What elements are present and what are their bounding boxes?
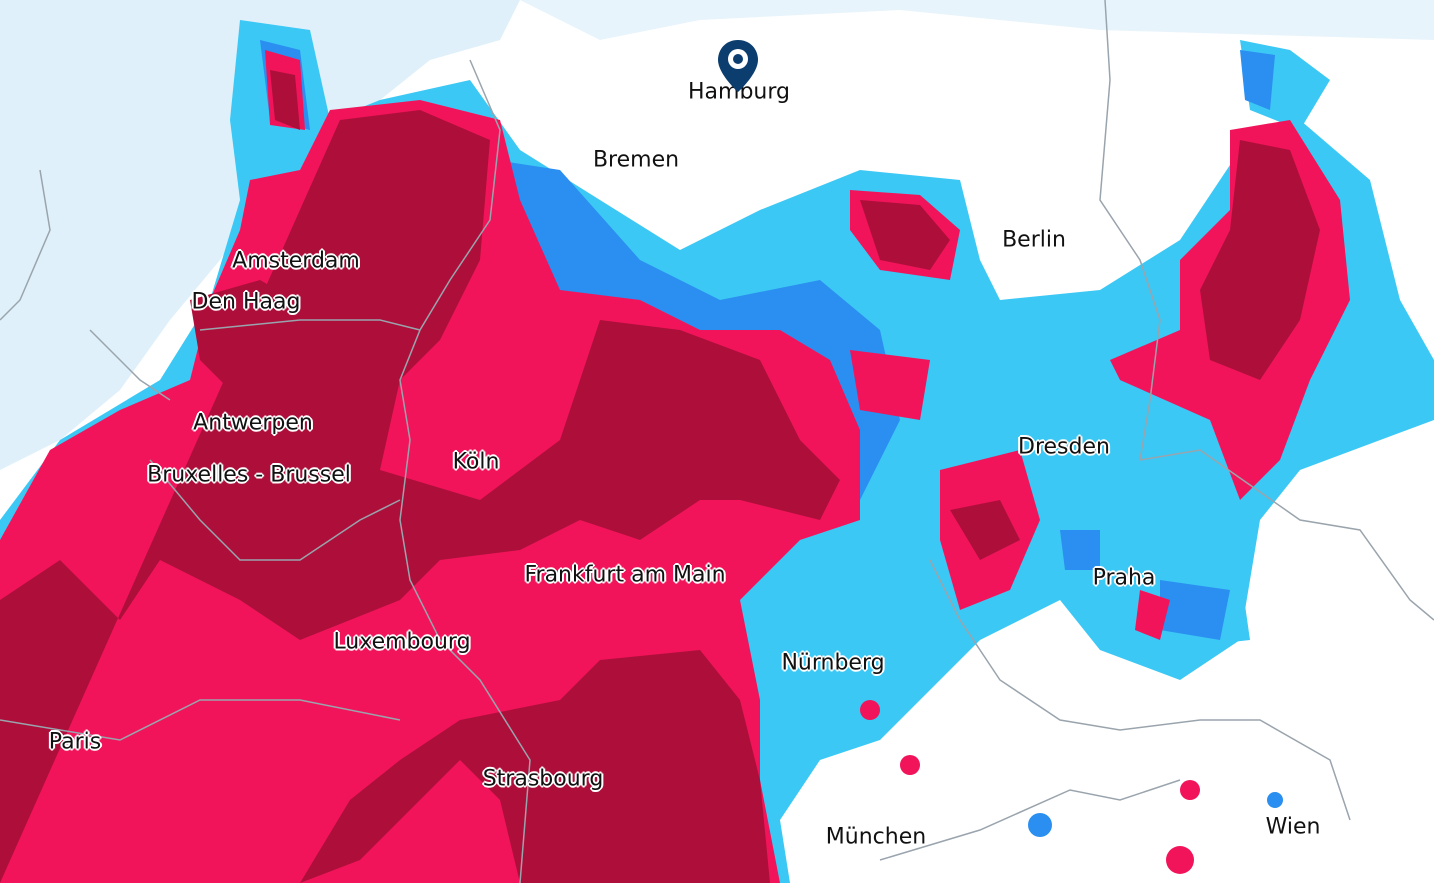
city-label-amsterdam: Amsterdam: [232, 248, 360, 274]
city-label-bremen: Bremen: [592, 147, 680, 173]
city-label-wien: Wien: [1265, 814, 1321, 840]
very-heavy-rain-layer: [0, 70, 1320, 883]
city-label-koln: Köln: [452, 449, 500, 475]
city-label-nurnberg: Nürnberg: [781, 650, 885, 676]
city-label-berlin: Berlin: [1002, 227, 1066, 253]
sea-north: [520, 0, 1434, 40]
location-pin-icon[interactable]: [716, 38, 760, 94]
city-label-luxembourg: Luxembourg: [333, 629, 471, 655]
city-label-dresden: Dresden: [1018, 434, 1110, 460]
city-label-frankfurt: Frankfurt am Main: [524, 562, 726, 588]
city-label-paris: Paris: [48, 729, 102, 755]
city-label-antwerpen: Antwerpen: [193, 410, 313, 436]
city-label-strasbourg: Strasbourg: [482, 766, 604, 792]
sea-area: [0, 0, 520, 470]
city-label-munchen: München: [825, 824, 927, 850]
city-label-bruxelles: Bruxelles - Brussel: [147, 462, 351, 488]
city-label-den-haag: Den Haag: [191, 289, 301, 315]
city-label-praha: Praha: [1092, 565, 1156, 591]
